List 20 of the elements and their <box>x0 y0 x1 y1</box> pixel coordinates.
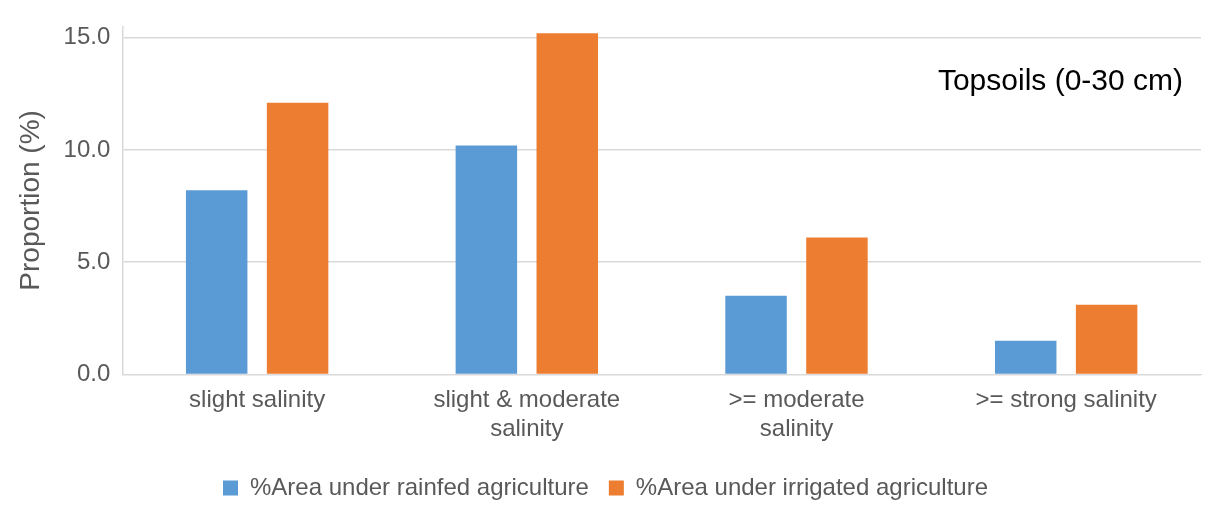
legend-label: %Area under rainfed agriculture <box>249 472 589 500</box>
bar <box>806 237 868 374</box>
bar <box>455 145 518 374</box>
legend-label: %Area under irrigated agriculture <box>635 472 989 500</box>
x-tick-label: >= strong salinity <box>975 385 1157 413</box>
bar <box>994 340 1057 374</box>
x-tick-label: slight salinity <box>189 385 326 413</box>
y-tick-label: 5.0 <box>76 246 111 274</box>
annotation: Topsoils (0-30 cm) <box>937 62 1183 96</box>
bar <box>185 190 248 374</box>
x-tick-label: slight & moderate salinity <box>433 385 621 442</box>
x-tick-label: >= moderate salinity <box>728 385 865 442</box>
y-axis-title: Proportion (%) <box>13 110 45 291</box>
bar <box>1075 304 1138 374</box>
y-tick-label: 0.0 <box>76 359 111 387</box>
bar <box>536 33 599 374</box>
y-tick-label: 15.0 <box>63 22 111 50</box>
bar <box>725 295 787 374</box>
y-tick-label: 10.0 <box>63 134 111 162</box>
bar <box>266 102 329 374</box>
